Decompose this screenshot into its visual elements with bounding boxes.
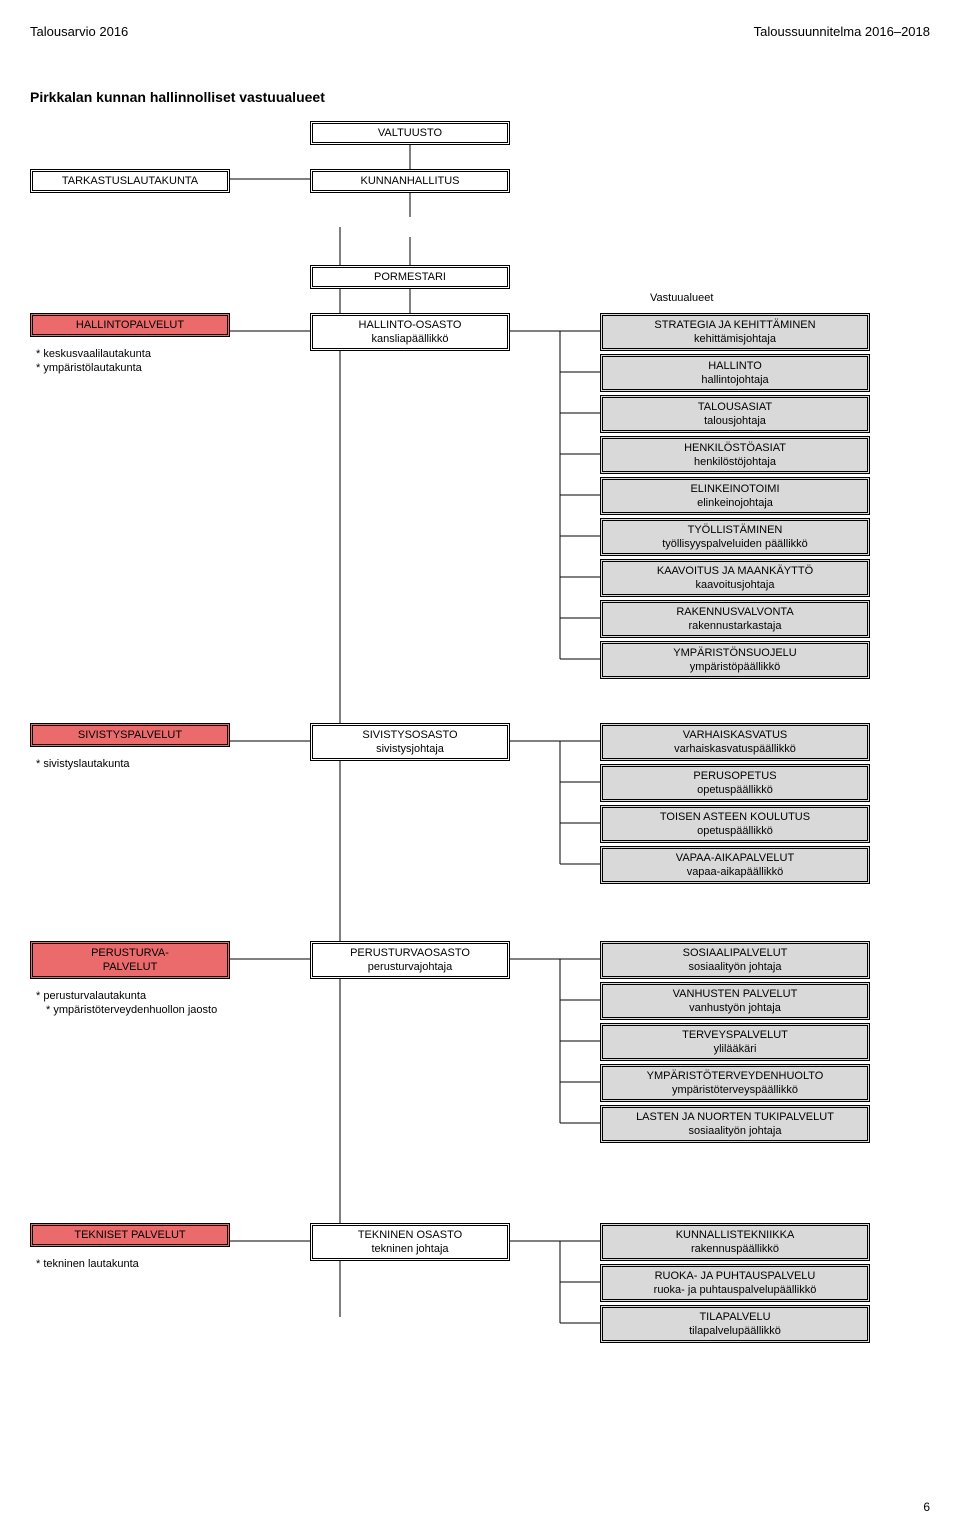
box-lasten-nuorten: LASTEN JA NUORTEN TUKIPALVELUTsosiaality…	[600, 1105, 870, 1143]
box-toisen-asteen: TOISEN ASTEEN KOULUTUSopetuspäällikkö	[600, 805, 870, 843]
note-keskusvaali: * keskusvaalilautakunta	[36, 347, 151, 361]
note-ympar: * ympäristölautakunta	[36, 361, 142, 375]
box-sivistysosasto: SIVISTYSOSASTOsivistysjohtaja	[310, 723, 510, 761]
box-tekninen-osasto: TEKNINEN OSASTOtekninen johtaja	[310, 1223, 510, 1261]
box-strategia: STRATEGIA JA KEHITTÄMINENkehittämisjohta…	[600, 313, 870, 351]
box-ymparistonsuojelu: YMPÄRISTÖNSUOJELUympäristöpäällikkö	[600, 641, 870, 679]
box-ymp-terv: YMPÄRISTÖTERVEYDENHUOLTOympäristöterveys…	[600, 1064, 870, 1102]
label-vastuualueet: Vastuualueet	[650, 291, 713, 305]
box-kunnanhallitus: KUNNANHALLITUS	[310, 169, 510, 193]
box-kunnallistekniikka: KUNNALLISTEKNIIKKArakennuspäällikkö	[600, 1223, 870, 1261]
box-tarkastuslautakunta: TARKASTUSLAUTAKUNTA	[30, 169, 230, 193]
note-perusturva2: * ympäristöterveydenhuollon jaosto	[46, 1003, 217, 1017]
box-tyollistaminen: TYÖLLISTÄMINENtyöllisyyspalveluiden pääl…	[600, 518, 870, 556]
header-left: Talousarvio 2016	[30, 24, 128, 39]
page-number: 6	[923, 1500, 930, 1514]
note-tekninen: * tekninen lautakunta	[36, 1257, 139, 1271]
note-sivistys: * sivistyslautakunta	[36, 757, 130, 771]
header-right: Taloussuunnitelma 2016–2018	[754, 24, 930, 39]
box-kaavoitus: KAAVOITUS JA MAANKÄYTTÖkaavoitusjohtaja	[600, 559, 870, 597]
box-perusopetus: PERUSOPETUSopetuspäällikkö	[600, 764, 870, 802]
box-henkilostoasiat: HENKILÖSTÖASIAThenkilöstöjohtaja	[600, 436, 870, 474]
box-tekniset: TEKNISET PALVELUT	[30, 1223, 230, 1247]
box-terveyspalvelut: TERVEYSPALVELUTylilääkäri	[600, 1023, 870, 1061]
box-hallinto-osasto: HALLINTO-OSASTOkansliapäällikkö	[310, 313, 510, 351]
box-pormestari: PORMESTARI	[310, 265, 510, 289]
box-perusturva: PERUSTURVA-PALVELUT	[30, 941, 230, 979]
org-chart: VALTUUSTO TARKASTUSLAUTAKUNTA KUNNANHALL…	[30, 121, 930, 1461]
doc-header: Talousarvio 2016 Taloussuunnitelma 2016–…	[30, 24, 930, 39]
box-sosiaalipalvelut: SOSIAALIPALVELUTsosiaalityön johtaja	[600, 941, 870, 979]
box-perusturvaosasto: PERUSTURVAOSASTOperusturvajohtaja	[310, 941, 510, 979]
box-hallintopalvelut: HALLINTOPALVELUT	[30, 313, 230, 337]
box-talousasiat: TALOUSASIATtalousjohtaja	[600, 395, 870, 433]
box-vapaa-aika: VAPAA-AIKAPALVELUTvapaa-aikapäällikkö	[600, 846, 870, 884]
box-varhaiskasvatus: VARHAISKASVATUSvarhaiskasvatuspäällikkö	[600, 723, 870, 761]
box-elinkeinotoimi: ELINKEINOTOIMIelinkeinojohtaja	[600, 477, 870, 515]
box-valtuusto: VALTUUSTO	[310, 121, 510, 145]
page-title: Pirkkalan kunnan hallinnolliset vastuual…	[30, 89, 930, 105]
box-tilapalvelu: TILAPALVELUtilapalvelupäällikkö	[600, 1305, 870, 1343]
box-vanhusten: VANHUSTEN PALVELUTvanhustyön johtaja	[600, 982, 870, 1020]
note-perusturva1: * perusturvalautakunta	[36, 989, 146, 1003]
box-rakennusvalvonta: RAKENNUSVALVONTArakennustarkastaja	[600, 600, 870, 638]
box-ruoka: RUOKA- JA PUHTAUSPALVELUruoka- ja puhtau…	[600, 1264, 870, 1302]
box-hallinto: HALLINTOhallintojohtaja	[600, 354, 870, 392]
box-sivistyspalvelut: SIVISTYSPALVELUT	[30, 723, 230, 747]
